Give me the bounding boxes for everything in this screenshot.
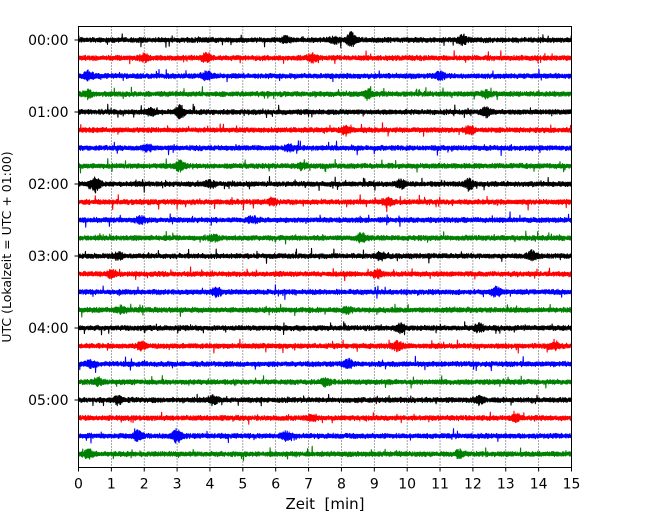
x-tick-label: 12: [464, 477, 482, 493]
trace-line: [77, 410, 573, 425]
trace-line: [77, 175, 573, 194]
y-tick-label: 02:00: [28, 177, 68, 193]
x-tick-label: 6: [271, 477, 280, 493]
y-axis-title: UTC (Lokalzeit = UTC + 01:00): [0, 151, 14, 342]
trace-line: [77, 68, 573, 83]
x-tick-label: 11: [431, 477, 449, 493]
trace-line: [77, 375, 573, 389]
trace-line: [77, 321, 573, 336]
trace-line: [77, 103, 573, 120]
trace-lines: [77, 31, 573, 462]
x-tick-label: 14: [530, 477, 548, 493]
y-tick-label: 00:00: [28, 33, 68, 49]
trace-line: [77, 140, 573, 157]
y-tick-label: 03:00: [28, 249, 68, 265]
x-tick-label: 2: [140, 477, 149, 493]
x-tick-label: 7: [304, 477, 313, 493]
x-tick-label: 0: [74, 477, 83, 493]
trace-line: [77, 194, 573, 213]
trace-line: [77, 445, 573, 462]
x-tick-label: 8: [337, 477, 346, 493]
y-tick-label: 05:00: [28, 393, 68, 409]
trace-line: [77, 122, 573, 137]
trace-line: [77, 50, 573, 65]
y-axis-ticks: 00:00 01:00 02:00 03:00 04:00 05:00: [28, 33, 79, 409]
trace-line: [77, 355, 573, 373]
x-tick-label: 10: [398, 477, 416, 493]
trace-line: [77, 31, 573, 49]
x-tick-label: 15: [563, 477, 581, 493]
x-tick-label: 9: [370, 477, 379, 493]
trace-line: [77, 158, 573, 174]
y-tick-label: 01:00: [28, 105, 68, 121]
trace-line: [77, 230, 573, 245]
x-tick-label: 3: [173, 477, 182, 493]
y-tick-label: 04:00: [28, 321, 68, 337]
trace-line: [77, 247, 573, 264]
x-tick-label: 5: [238, 477, 247, 493]
plot-frame: [78, 26, 572, 468]
x-axis-ticks: 0 1 2 3 4 5 6 7 8 9 10 11 12 13 14 15: [74, 467, 581, 493]
trace-line: [77, 211, 573, 228]
x-tick-label: 4: [206, 477, 215, 493]
trace-line: [77, 393, 573, 407]
trace-line: [77, 303, 573, 318]
trace-line: [77, 338, 573, 354]
x-tick-label: 1: [107, 477, 116, 493]
trace-line: [77, 86, 573, 101]
x-tick-label: 13: [497, 477, 515, 493]
trace-line: [77, 428, 573, 444]
x-axis-title: Zeit [min]: [285, 495, 364, 513]
trace-line: [77, 266, 573, 282]
trace-line: [77, 284, 573, 301]
